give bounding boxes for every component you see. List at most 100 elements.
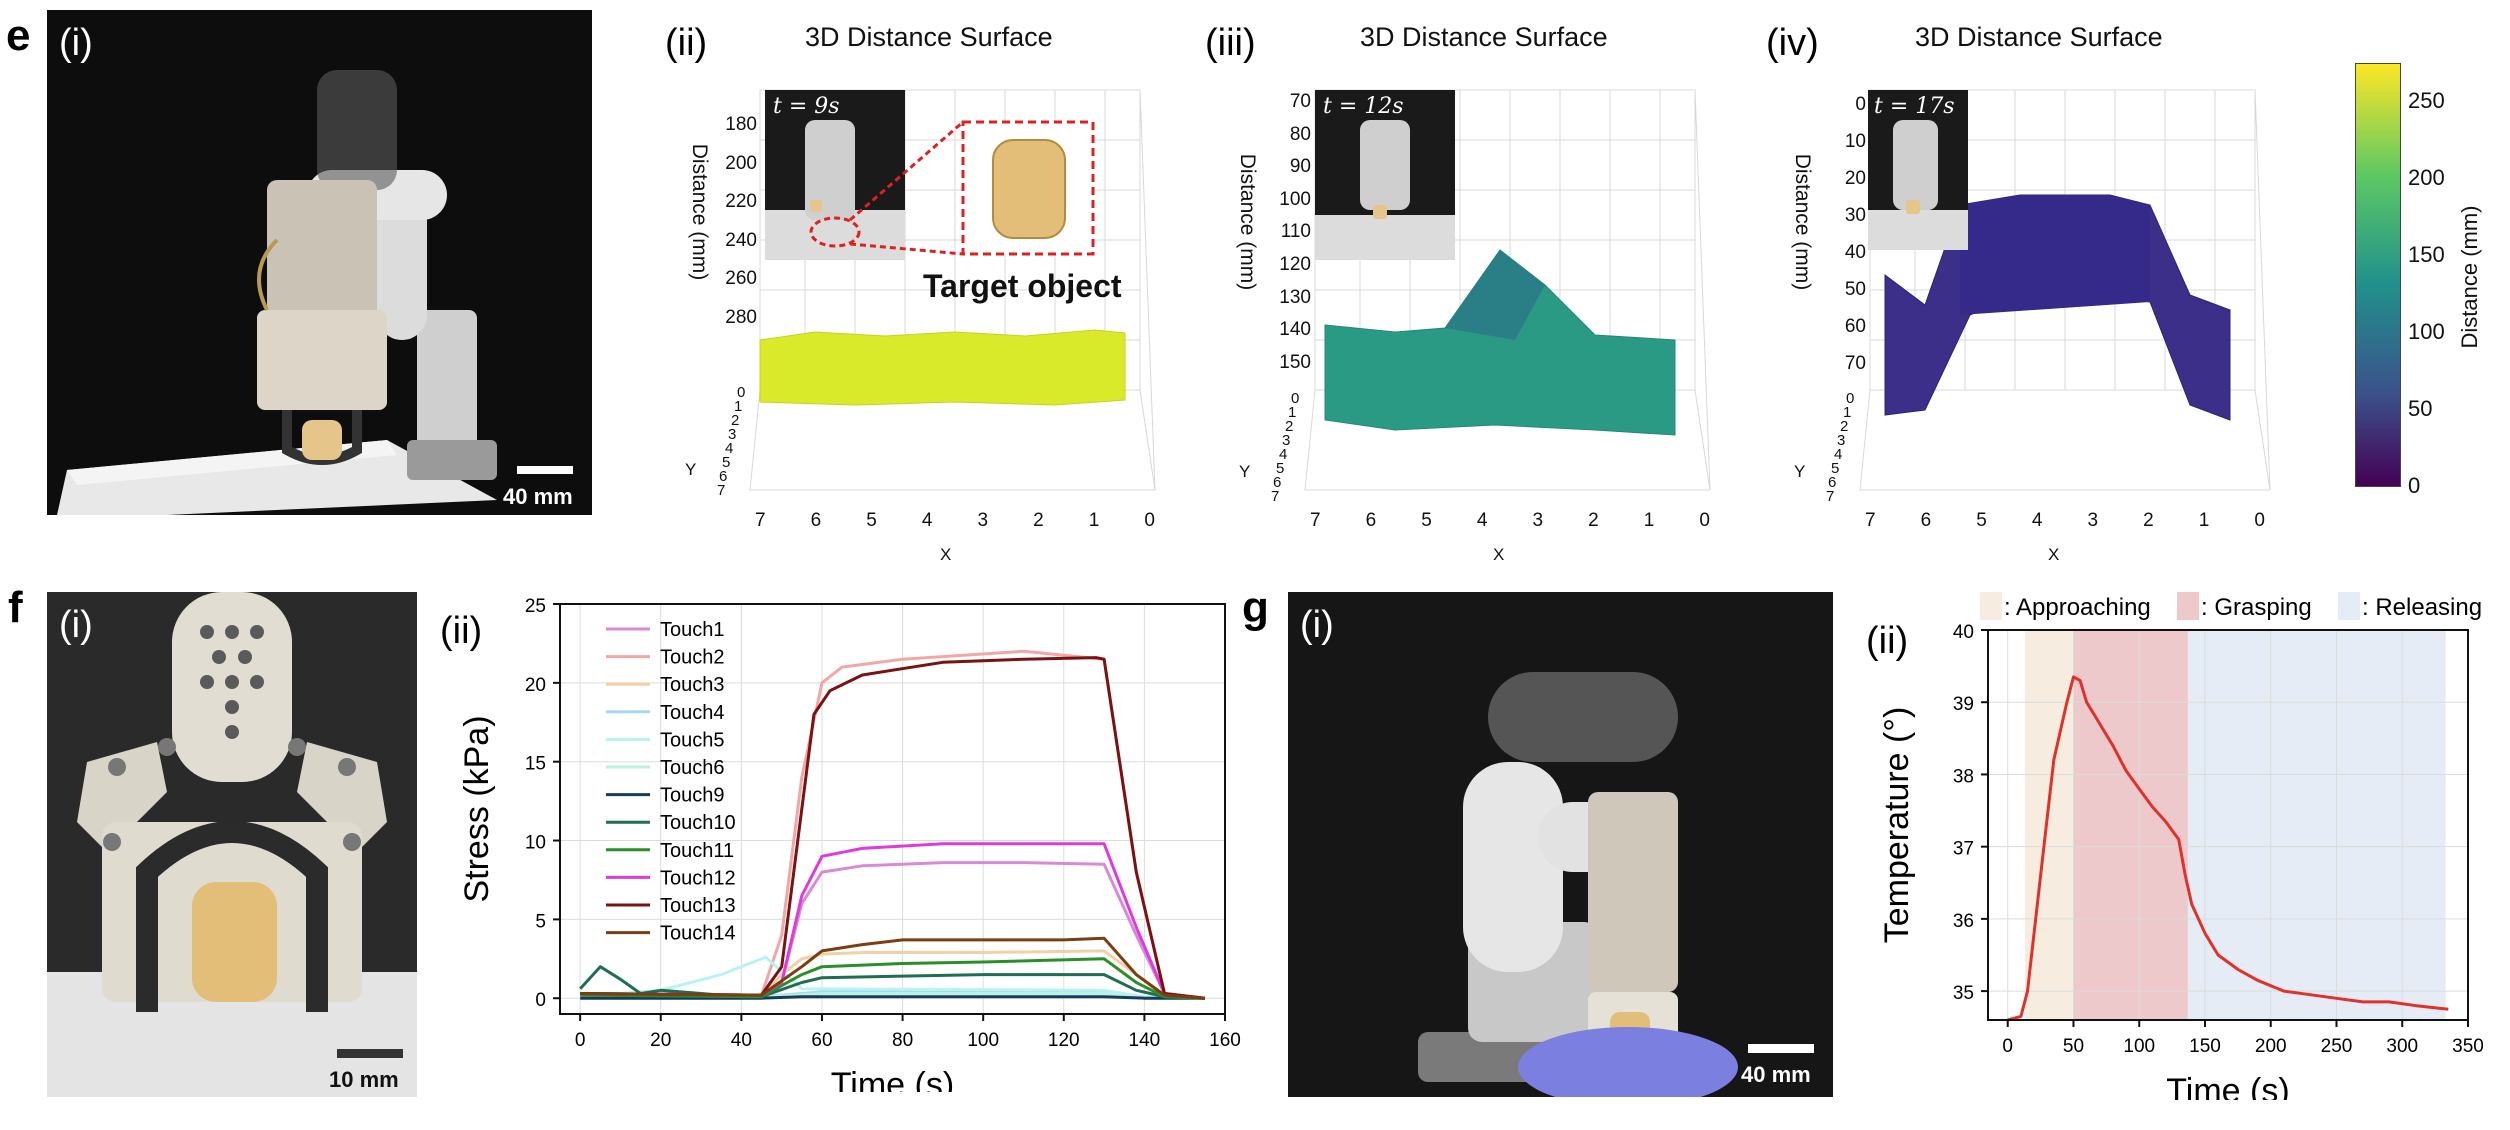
x-tick-label: 150 bbox=[2189, 1036, 2221, 1057]
x-tick: 3 bbox=[1532, 510, 1544, 531]
y-tick-label: 15 bbox=[525, 754, 546, 775]
y-tick: 7 bbox=[717, 482, 726, 499]
x-tick-label: 300 bbox=[2386, 1036, 2418, 1057]
y-tick: 0 bbox=[1291, 390, 1300, 407]
series-line bbox=[579, 965, 1205, 1000]
robot-illustration bbox=[47, 10, 592, 515]
stress-x-axis-label: Time (s) bbox=[831, 1066, 954, 1092]
y-axis-label: Y bbox=[1794, 462, 1806, 481]
scale-bar bbox=[1748, 1044, 1814, 1053]
y-tick: 1 bbox=[1288, 404, 1297, 421]
panel-letter-e: e bbox=[6, 11, 31, 60]
x-tick-label: 40 bbox=[731, 1030, 752, 1051]
colorbar-tick: 200 bbox=[2408, 165, 2445, 190]
y-tick: 0 bbox=[1846, 390, 1855, 407]
y-tick: 4 bbox=[1279, 446, 1288, 463]
zoom-callout bbox=[809, 120, 1095, 256]
y-tick: 1 bbox=[734, 398, 743, 415]
gripper-illustration bbox=[47, 592, 417, 1097]
temperature-y-axis-label: Temperature (°) bbox=[1880, 707, 1916, 944]
legend-label: Touch4 bbox=[660, 702, 725, 724]
y-tick: 4 bbox=[725, 440, 734, 457]
y-tick-label: 36 bbox=[1953, 911, 1974, 932]
distance-surface bbox=[759, 329, 1126, 406]
photo-f-label: (i) bbox=[59, 604, 93, 646]
x-tick-label: 20 bbox=[650, 1030, 671, 1051]
legend-label: Touch13 bbox=[660, 895, 736, 917]
x-tick-label: 140 bbox=[1129, 1030, 1161, 1051]
z-axis-label: Distance (mm) bbox=[1791, 153, 1814, 291]
surface-panel-ii: (ii) 3D Distance Surface t = 9s Target o… bbox=[655, 10, 1180, 570]
x-axis-ticks: 7 6 5 4 3 2 1 0 bbox=[1310, 510, 1710, 532]
y-tick: 2 bbox=[1285, 418, 1294, 435]
time-stamp: t = 17s bbox=[1874, 94, 1955, 119]
x-axis-label: X bbox=[2048, 545, 2060, 564]
y-tick-label: 39 bbox=[1953, 694, 1974, 715]
phase-band bbox=[2073, 630, 2188, 1020]
legend-label: Touch12 bbox=[660, 867, 736, 889]
x-tick: 3 bbox=[2087, 510, 2099, 531]
y-tick: 5 bbox=[722, 454, 731, 471]
z-axis-ticks: 0 10 20 30 40 50 60 70 bbox=[1830, 86, 1866, 382]
scale-bar bbox=[337, 1049, 403, 1058]
z-tick: 150 bbox=[1279, 351, 1311, 373]
y-tick: 6 bbox=[719, 468, 728, 485]
surface-label: (iv) bbox=[1766, 22, 1819, 64]
x-tick: 7 bbox=[1865, 510, 1876, 531]
series-line bbox=[580, 957, 1205, 1000]
chart-f-label: (ii) bbox=[440, 610, 483, 652]
z-tick: 50 bbox=[1844, 279, 1866, 300]
stress-lines bbox=[579, 649, 1205, 1000]
x-tick: 7 bbox=[1310, 510, 1321, 531]
x-tick-label: 100 bbox=[967, 1030, 999, 1051]
series-line bbox=[580, 936, 1205, 1000]
surface-label: (ii) bbox=[665, 22, 708, 64]
temperature-legend: : Approaching: Grasping: Releasing bbox=[1980, 592, 2482, 621]
stress-x-ticks: 0 20 40 60 80 100 120 140 160 bbox=[575, 1014, 1241, 1051]
time-stamp: t = 9s bbox=[773, 94, 840, 119]
z-tick: 280 bbox=[725, 306, 757, 328]
z-tick: 0 bbox=[1855, 94, 1866, 115]
z-tick: 130 bbox=[1279, 286, 1311, 308]
time-stamp: t = 12s bbox=[1323, 94, 1404, 119]
temperature-x-axis-label: Time (s) bbox=[2166, 1072, 2289, 1100]
x-tick-label: 160 bbox=[1209, 1030, 1241, 1051]
legend-swatch bbox=[1980, 592, 2002, 620]
x-tick: 1 bbox=[2198, 510, 2210, 531]
surface-title: 3D Distance Surface bbox=[1915, 22, 2163, 52]
scale-bar-label: 10 mm bbox=[329, 1067, 399, 1092]
legend-label: : Grasping bbox=[2201, 594, 2312, 621]
legend-swatch bbox=[2177, 592, 2199, 620]
x-tick-label: 80 bbox=[892, 1030, 913, 1051]
series-line bbox=[580, 992, 1205, 1000]
inset-photo bbox=[765, 90, 905, 260]
photo-g-label: (i) bbox=[1300, 604, 1334, 646]
z-tick: 200 bbox=[725, 152, 757, 174]
x-tick: 5 bbox=[1421, 510, 1432, 531]
legend-label: Touch6 bbox=[660, 757, 725, 779]
y-tick-label: 10 bbox=[525, 833, 546, 854]
temperature-plot-frame bbox=[1987, 629, 2469, 1021]
surface-top bbox=[1960, 195, 2150, 315]
z-tick: 60 bbox=[1844, 316, 1866, 337]
y-tick: 5 bbox=[1831, 460, 1840, 477]
y-tick: 3 bbox=[728, 426, 737, 443]
x-tick: 2 bbox=[2143, 510, 2154, 531]
surface-plot bbox=[1304, 89, 1711, 491]
y-axis-ticks: 0 1 2 3 4 5 6 7 bbox=[1826, 390, 1855, 504]
legend-swatch bbox=[2338, 592, 2360, 620]
y-axis-ticks: 0 1 2 3 4 5 6 7 bbox=[717, 385, 745, 499]
y-tick: 3 bbox=[1282, 432, 1291, 449]
y-tick: 6 bbox=[1828, 474, 1837, 491]
stress-y-axis-label: Stress (kPa) bbox=[458, 715, 496, 902]
x-tick: 1 bbox=[1643, 510, 1655, 531]
legend-label: Touch3 bbox=[660, 674, 725, 696]
y-tick-label: 38 bbox=[1953, 766, 1974, 787]
x-tick: 5 bbox=[1976, 510, 1987, 531]
stress-plot-frame bbox=[559, 603, 1226, 1015]
z-tick: 70 bbox=[1844, 353, 1866, 374]
x-tick: 4 bbox=[2031, 510, 2043, 531]
y-tick: 2 bbox=[731, 412, 740, 429]
colorbar-tick: 50 bbox=[2408, 396, 2433, 421]
z-tick: 70 bbox=[1289, 91, 1311, 112]
